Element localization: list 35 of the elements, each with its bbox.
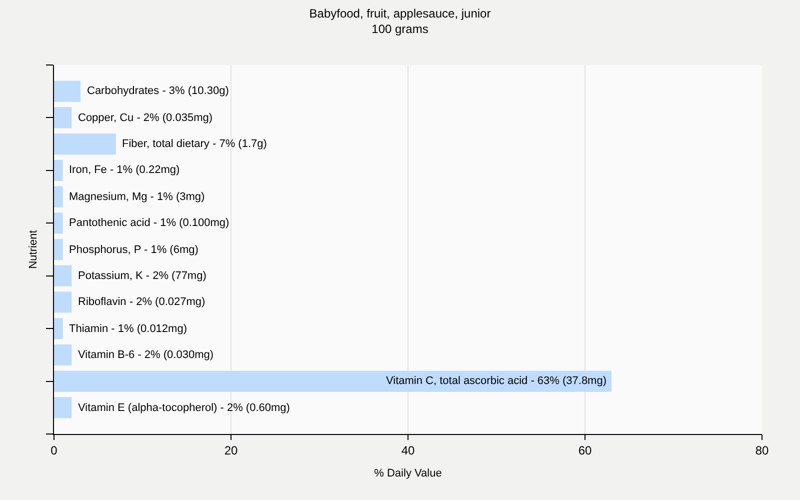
bar — [54, 397, 72, 418]
bar — [54, 344, 72, 366]
bar — [54, 318, 63, 340]
chart-title: Babyfood, fruit, applesauce, junior — [309, 6, 491, 20]
y-tick-label: Vitamin E (alpha-tocopherol) - 2% (0.60mg) — [78, 402, 290, 414]
x-tick-label: 40 — [401, 443, 415, 458]
y-tick-label: Vitamin B-6 - 2% (0.030mg) — [78, 349, 214, 361]
bar — [54, 186, 63, 208]
y-tick-label: Potassium, K - 2% (77mg) — [78, 270, 206, 282]
y-tick-label: Vitamin C, total ascorbic acid - 63% (37.8mg) — [386, 375, 606, 387]
y-tick-label: Copper, Cu - 2% (0.035mg) — [78, 112, 213, 124]
y-tick-label: Riboflavin - 2% (0.027mg) — [78, 296, 206, 308]
y-axis-title: Nutrient — [27, 230, 40, 269]
x-tick-label: 20 — [224, 443, 238, 458]
y-tick-label: Iron, Fe - 1% (0.22mg) — [69, 164, 180, 176]
bar — [54, 134, 116, 155]
bar — [54, 238, 63, 260]
x-tick-label: 0 — [50, 443, 58, 458]
bar — [54, 370, 612, 392]
bar — [54, 80, 81, 102]
x-tick-label: 80 — [755, 443, 769, 458]
x-axis-title: % Daily Value — [374, 468, 442, 480]
bar — [54, 107, 72, 128]
y-tick-label: Thiamin - 1% (0.012mg) — [69, 323, 187, 335]
y-tick-label: Magnesium, Mg - 1% (3mg) — [69, 191, 205, 203]
y-tick-label: Pantothenic acid - 1% (0.100mg) — [69, 217, 230, 229]
bar — [54, 292, 72, 313]
y-tick-label: Carbohydrates - 3% (10.30g) — [87, 85, 229, 97]
x-tick-label: 60 — [578, 443, 592, 458]
bar — [54, 160, 63, 181]
chart-subtitle: 100 grams — [372, 22, 428, 36]
y-tick-label: Fiber, total dietary - 7% (1.7g) — [122, 138, 267, 150]
bar — [54, 265, 72, 286]
y-tick-label: Phosphorus, P - 1% (6mg) — [69, 244, 198, 256]
bar — [54, 212, 63, 234]
